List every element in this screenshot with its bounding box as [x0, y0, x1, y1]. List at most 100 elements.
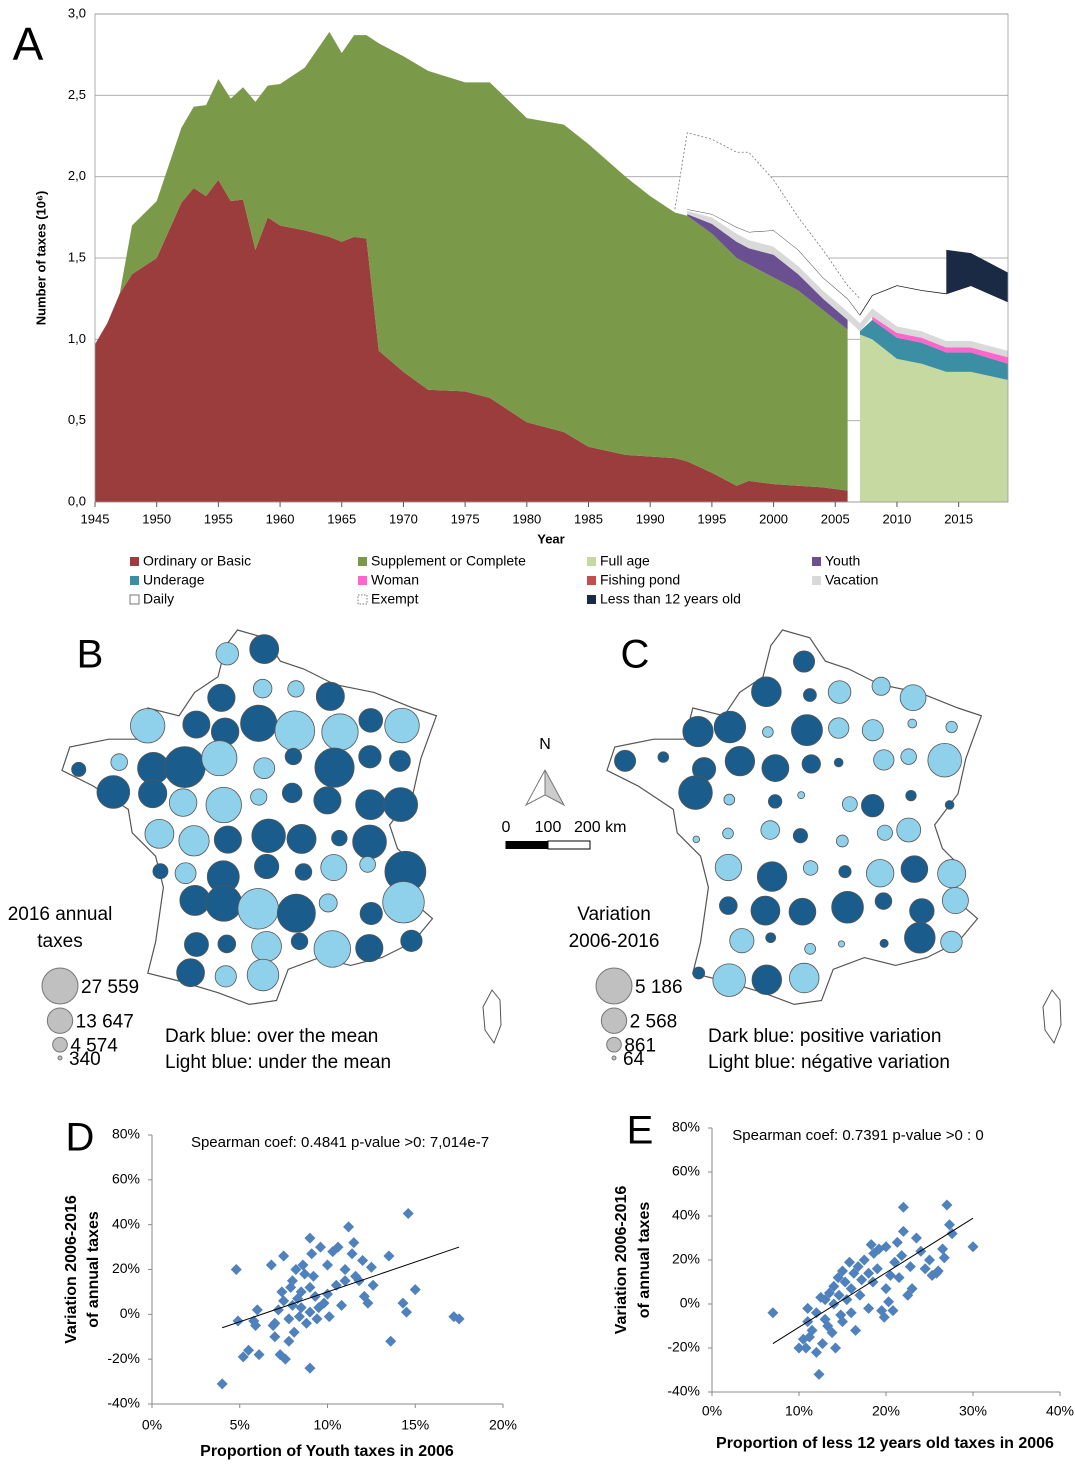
point	[897, 1201, 909, 1213]
point	[850, 1324, 862, 1336]
point	[286, 1275, 298, 1287]
map-symbol	[207, 683, 236, 712]
map-symbol	[144, 818, 175, 849]
y-tick-label: 0%	[120, 1305, 140, 1321]
point	[288, 1326, 300, 1338]
map-symbol	[751, 676, 782, 707]
x-tick-label: 20%	[872, 1403, 900, 1419]
legend-title: 2016 annual	[8, 904, 113, 925]
x-tick-label: 2000	[759, 511, 788, 526]
point	[318, 1297, 330, 1309]
legend-label: Vacation	[825, 572, 878, 588]
point	[841, 1294, 853, 1306]
point	[810, 1346, 822, 1358]
corsica-outline	[1042, 989, 1062, 1045]
point	[453, 1313, 465, 1325]
map-symbol	[152, 863, 169, 880]
point	[839, 1276, 851, 1288]
point	[293, 1311, 305, 1323]
map-symbol	[249, 634, 280, 664]
map-symbol	[213, 825, 242, 854]
map-symbol	[750, 895, 781, 926]
point	[300, 1317, 312, 1329]
point	[904, 1261, 916, 1273]
point	[297, 1259, 309, 1271]
x-tick-label: 5%	[230, 1417, 250, 1433]
y-tick-label: 2,0	[68, 168, 86, 183]
area	[119, 31, 848, 491]
map-symbol	[719, 896, 738, 915]
point	[279, 1353, 291, 1365]
map-symbol	[251, 931, 282, 962]
map-symbol	[287, 680, 305, 698]
map-symbol	[941, 887, 969, 914]
map-symbol	[789, 962, 820, 994]
panel-label: B	[77, 633, 104, 677]
trend-line	[772, 1217, 974, 1345]
annotation: Spearman coef: 0.4841 p-value >0: 7,014e…	[191, 1134, 489, 1151]
map-symbol	[614, 749, 637, 772]
legend-title: taxes	[37, 931, 82, 952]
x-tick-label: 0%	[702, 1403, 722, 1419]
x-tick-label: 20%	[489, 1417, 517, 1433]
point	[283, 1313, 295, 1325]
legend-swatch	[130, 576, 139, 585]
legend-symbol	[595, 967, 633, 1005]
point	[845, 1283, 857, 1295]
point	[299, 1268, 311, 1280]
y-tick-label: 0,5	[68, 412, 86, 427]
area	[687, 210, 1008, 358]
legend-title: Variation	[577, 904, 651, 925]
map-symbol	[793, 650, 816, 673]
legend-label: Fishing pond	[600, 572, 680, 588]
point	[937, 1243, 949, 1255]
area	[687, 214, 848, 330]
y-axis-label: of annual taxes	[636, 1202, 653, 1319]
scale-label: 200 km	[574, 819, 626, 836]
x-tick-label: 1945	[81, 511, 110, 526]
map-symbol	[201, 740, 238, 777]
arrow-right	[544, 769, 566, 807]
point	[304, 1281, 316, 1293]
map-symbol	[871, 676, 891, 696]
map-note: Dark blue: over the mean	[165, 1026, 378, 1047]
legend-label: Youth	[825, 553, 860, 569]
map-symbol	[760, 820, 780, 840]
point	[278, 1250, 290, 1262]
point	[323, 1311, 335, 1323]
point	[793, 1342, 805, 1354]
map-symbol	[873, 749, 895, 771]
map-symbol	[331, 829, 348, 847]
point	[837, 1265, 848, 1277]
map-symbol	[866, 859, 895, 888]
map-symbol	[802, 860, 819, 876]
y-tick-label: 60%	[112, 1171, 140, 1187]
map-symbol	[240, 704, 278, 742]
point	[304, 1232, 316, 1244]
point	[251, 1304, 263, 1316]
map-symbol	[927, 742, 962, 778]
point	[816, 1338, 828, 1350]
point	[367, 1279, 379, 1291]
point	[237, 1351, 249, 1363]
point	[402, 1207, 414, 1219]
area	[95, 179, 848, 503]
point	[852, 1261, 864, 1273]
map-symbol	[712, 963, 746, 997]
map-symbol	[896, 817, 922, 843]
x-tick-label: 1995	[697, 511, 726, 526]
y-tick-label: -20%	[667, 1339, 700, 1355]
map-symbol	[320, 854, 348, 881]
legend-label: Less than 12 years old	[600, 591, 741, 607]
legend-size-label: 340	[69, 1049, 101, 1070]
point	[878, 1311, 890, 1323]
legend-swatch	[587, 595, 596, 604]
y-tick-label: -40%	[667, 1383, 700, 1399]
map-symbol	[382, 881, 425, 924]
map-note: Dark blue: positive variation	[708, 1026, 941, 1047]
point	[871, 1263, 883, 1275]
x-tick-label: 2015	[944, 511, 973, 526]
map-symbol	[713, 710, 747, 744]
point	[278, 1295, 290, 1307]
